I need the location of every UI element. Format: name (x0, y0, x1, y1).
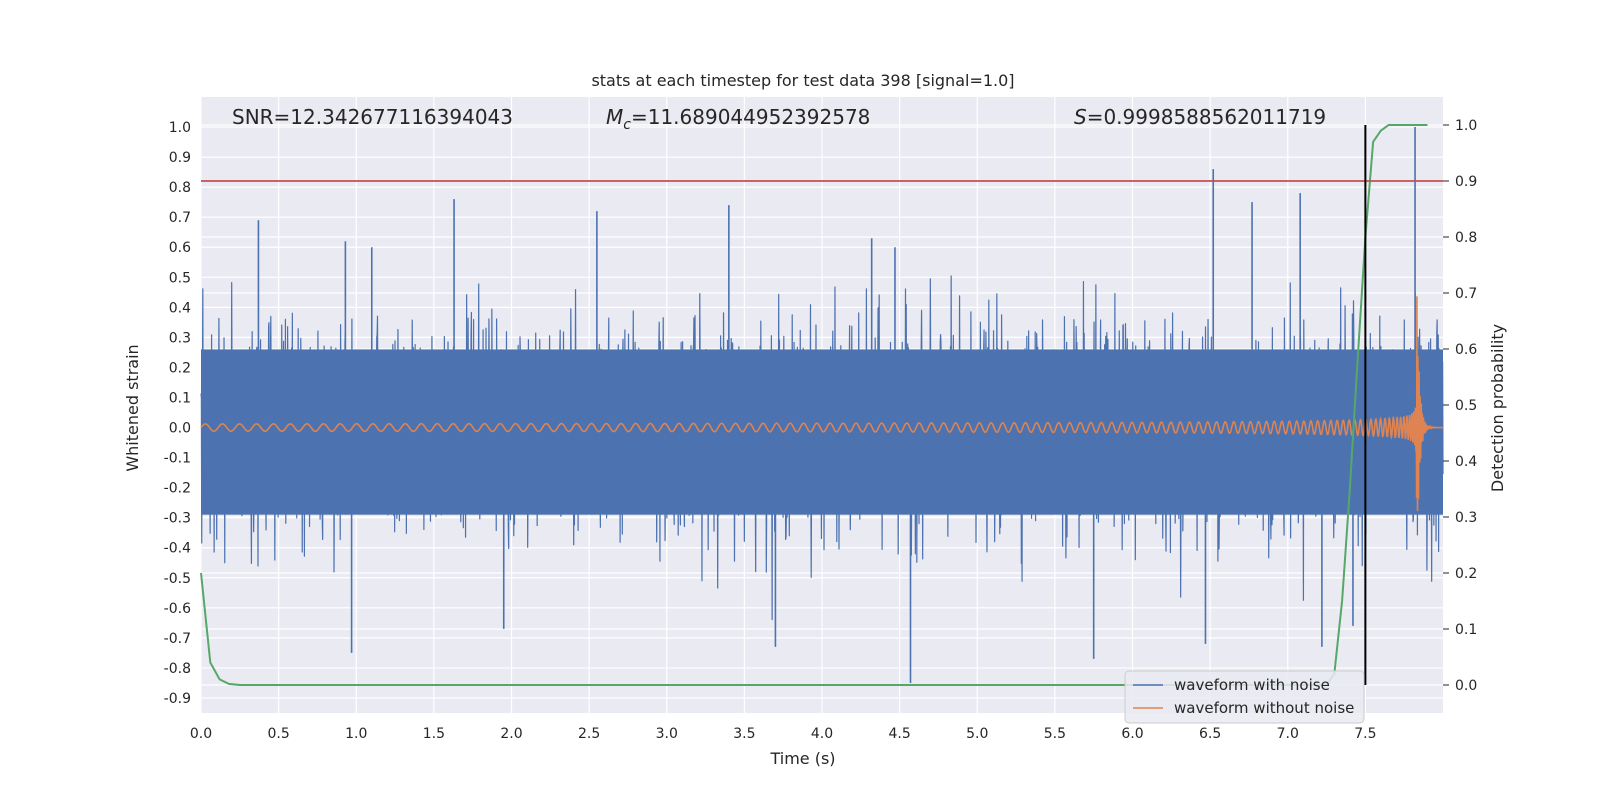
y2-tick-label: 0.2 (1455, 566, 1477, 582)
x-tick-label: 5.5 (1044, 726, 1066, 742)
y-tick-label: -0.5 (164, 571, 191, 587)
y-tick-label: 0.7 (169, 210, 191, 226)
snr-annotation: SNR=12.342677116394043 (232, 105, 513, 129)
y-tick-label: 0.1 (169, 390, 191, 406)
series-waveform-with-noise (200, 127, 1444, 683)
x-tick-label: 7.5 (1354, 726, 1376, 742)
x-tick-label: 6.0 (1121, 726, 1143, 742)
x-tick-label: 6.5 (1199, 726, 1221, 742)
x-tick-label: 5.0 (966, 726, 988, 742)
y2-tick-label: 0.4 (1455, 454, 1477, 470)
x-tick-label: 1.0 (345, 726, 367, 742)
y-tick-label: 0.5 (169, 270, 191, 286)
y-tick-label: -0.3 (164, 511, 191, 527)
y-tick-label: -0.4 (164, 541, 191, 557)
legend-label-clean: waveform without noise (1174, 699, 1354, 717)
y2-axis-label: Detection probability (1488, 324, 1507, 492)
x-tick-label: 4.5 (888, 726, 910, 742)
x-tick-label: 4.0 (811, 726, 833, 742)
x-tick-label: 7.0 (1277, 726, 1299, 742)
s-value: =0.9998588562011719 (1087, 105, 1326, 129)
s-symbol: S (1074, 105, 1087, 129)
chart-title: stats at each timestep for test data 398… (591, 71, 1014, 90)
y2-tick-label: 0.0 (1455, 678, 1477, 694)
y-tick-label: -0.8 (164, 661, 191, 677)
reference-lines (201, 125, 1443, 685)
y-tick-label: 0.2 (169, 360, 191, 376)
axes: 0.0 0.5 1.0 1.5 2.0 2.5 3.0 3.5 4.0 4.5 5.0 5.5 6.0 6… (164, 118, 1478, 742)
y-axis-label: Whitened strain (123, 344, 142, 471)
y-tick-label: 1.0 (169, 120, 191, 136)
mc-value: =11.689044952392578 (631, 105, 870, 129)
y-tick-label: -0.7 (164, 631, 191, 647)
y2-tick-label: 1.0 (1455, 118, 1477, 134)
x-axis-label: Time (s) (769, 749, 835, 768)
mc-symbol: M (606, 105, 623, 129)
y2-tick-label: 0.6 (1455, 342, 1477, 358)
y2-tick-label: 0.9 (1455, 174, 1477, 190)
mc-subscript: c (623, 117, 631, 133)
y-tick-label: 0.0 (169, 421, 191, 437)
y2-tick-label: 0.5 (1455, 398, 1477, 414)
y-tick-label: -0.9 (164, 691, 191, 707)
x-tick-label: 0.5 (267, 726, 289, 742)
s-annotation: S=0.9998588562011719 (1074, 105, 1326, 129)
y-tick-label: 0.9 (169, 150, 191, 166)
clean-trace (200, 296, 1443, 512)
x-tick-label: 1.5 (423, 726, 445, 742)
noise-core-band (201, 349, 1443, 515)
y-tick-label: 0.6 (169, 240, 191, 256)
y-tick-label: -0.1 (164, 451, 191, 467)
y-tick-label: 0.8 (169, 180, 191, 196)
y-tick-label: 0.4 (169, 300, 191, 316)
y2-tick-label: 0.7 (1455, 286, 1477, 302)
y2-tick-label: 0.8 (1455, 230, 1477, 246)
legend: waveform with noise waveform without noi… (1124, 670, 1365, 724)
y-tick-label: -0.6 (164, 601, 191, 617)
legend-box (1124, 670, 1365, 724)
y-tick-label: -0.2 (164, 481, 191, 497)
x-tick-label: 3.0 (656, 726, 678, 742)
x-tick-label: 0.0 (190, 726, 212, 742)
legend-label-noise: waveform with noise (1174, 676, 1330, 694)
y2-tick-label: 0.3 (1455, 510, 1477, 526)
y2-tick-label: 0.1 (1455, 622, 1477, 638)
mc-annotation: Mc=11.689044952392578 (606, 105, 870, 133)
series-waveform-without-noise (200, 296, 1443, 512)
x-tick-label: 2.5 (578, 726, 600, 742)
x-tick-label: 2.0 (500, 726, 522, 742)
x-tick-label: 3.5 (733, 726, 755, 742)
y-tick-label: 0.3 (169, 330, 191, 346)
